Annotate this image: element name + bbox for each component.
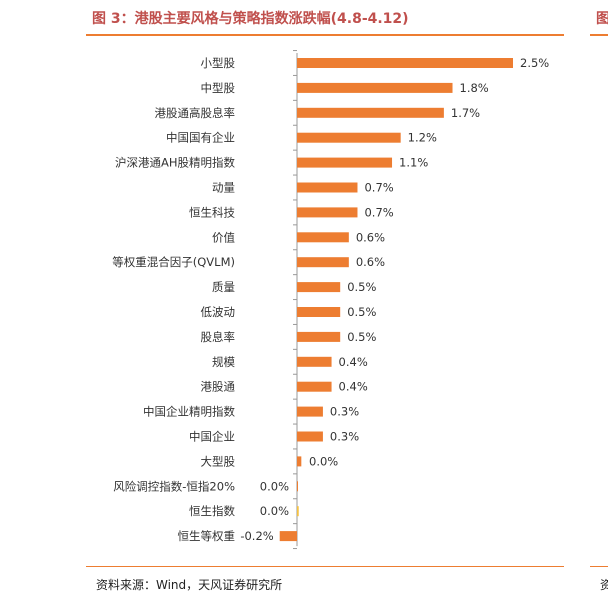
source-rule	[86, 566, 564, 567]
bar	[297, 307, 341, 317]
bar	[297, 282, 341, 293]
source-note: 资料来源：Wind，天风证券研究所	[96, 578, 283, 592]
bar	[297, 381, 332, 392]
category-label: 规模	[212, 355, 235, 369]
data-label: 1.7%	[451, 106, 480, 120]
bar	[297, 232, 349, 243]
adjacent-source-rule	[590, 566, 608, 567]
data-label: 0.3%	[330, 405, 359, 419]
bar	[297, 257, 349, 268]
bar	[297, 431, 323, 442]
adjacent-source-fragment: 资	[600, 578, 608, 592]
data-label: 2.5%	[520, 56, 549, 70]
category-label: 低波动	[201, 305, 236, 319]
title-rule	[86, 34, 564, 36]
category-label: 恒生等权重	[178, 529, 236, 543]
data-label: 0.0%	[260, 504, 289, 518]
category-label: 动量	[212, 181, 235, 195]
bar	[279, 531, 297, 542]
category-label: 中国企业	[189, 430, 235, 444]
data-label: 0.7%	[364, 181, 393, 195]
category-label: 大型股	[201, 454, 236, 468]
bar	[297, 107, 444, 118]
category-label: 恒生指数	[189, 504, 235, 518]
bar	[297, 506, 299, 517]
data-label: 0.0%	[309, 454, 338, 468]
bar	[297, 207, 358, 218]
data-label: 0.4%	[339, 355, 368, 369]
data-label: 0.0%	[260, 479, 289, 493]
bar	[297, 481, 298, 492]
data-label: 1.1%	[399, 156, 428, 170]
bar	[297, 356, 332, 367]
category-label: 恒生科技	[189, 205, 235, 219]
bar	[297, 331, 341, 342]
bar	[297, 132, 401, 143]
category-label: 小型股	[201, 56, 236, 70]
category-label: 风险调控指数-恒指20%	[113, 479, 235, 493]
category-label: 股息率	[201, 330, 236, 344]
category-label: 港股通	[201, 380, 236, 394]
category-label: 中国国有企业	[166, 131, 235, 145]
data-label: 1.2%	[408, 131, 437, 145]
category-label: 等权重混合因子(QVLM)	[112, 255, 235, 269]
chart-title: 图 3：港股主要风格与策略指数涨跌幅(4.8-4.12)	[92, 11, 409, 27]
data-label: -0.2%	[240, 529, 273, 543]
category-label: 中国企业精明指数	[143, 405, 235, 419]
bar	[297, 82, 453, 93]
category-label: 中型股	[201, 81, 236, 95]
data-label: 0.6%	[356, 255, 385, 269]
category-label: 沪深港通AH股精明指数	[115, 156, 236, 170]
data-label: 0.5%	[347, 330, 376, 344]
bar	[297, 406, 323, 417]
bar	[297, 157, 393, 168]
bar	[297, 456, 302, 467]
data-label: 0.4%	[339, 380, 368, 394]
data-label: 0.3%	[330, 430, 359, 444]
category-label: 价值	[212, 230, 235, 244]
data-label: 0.6%	[356, 230, 385, 244]
bar	[297, 182, 358, 193]
category-label: 质量	[212, 280, 235, 294]
data-label: 0.5%	[347, 305, 376, 319]
adjacent-figure-title-fragment: 图	[596, 11, 608, 27]
data-label: 0.5%	[347, 280, 376, 294]
data-label: 1.8%	[460, 81, 489, 95]
data-label: 0.7%	[364, 205, 393, 219]
category-label: 港股通高股息率	[155, 106, 236, 120]
bar	[297, 58, 513, 68]
adjacent-title-rule	[590, 34, 608, 36]
